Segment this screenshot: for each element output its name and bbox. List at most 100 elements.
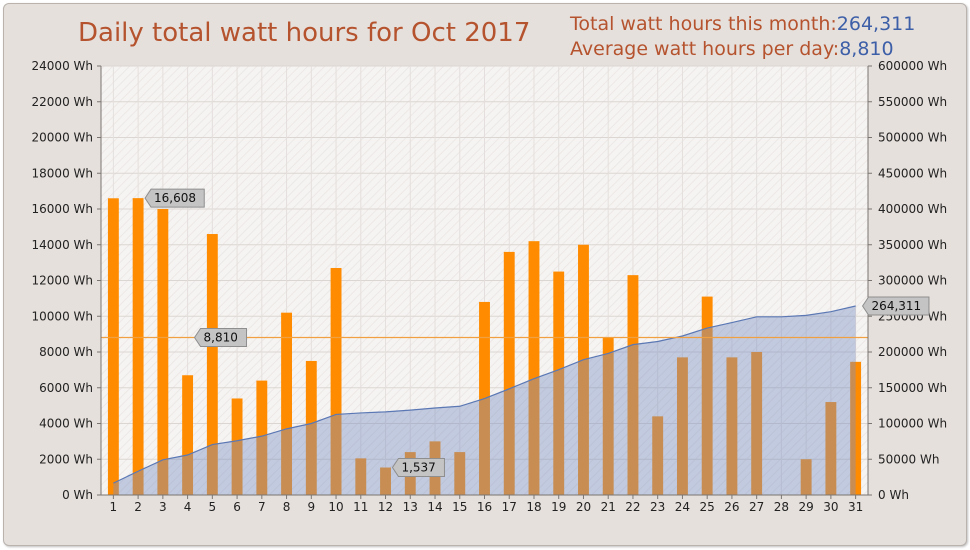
x-tick-label: 4 (184, 500, 192, 514)
stat-total-value: 264,311 (836, 13, 916, 35)
bar (256, 380, 268, 495)
bar (726, 357, 738, 495)
x-tick-label: 12 (378, 500, 393, 514)
y-left-tick-label: 6000 Wh (39, 381, 93, 395)
x-tick-label: 13 (403, 500, 418, 514)
y-left-tick-label: 20000 Wh (32, 131, 93, 145)
bar (132, 198, 144, 495)
x-tick-label: 5 (209, 500, 217, 514)
callout: 1,537 (391, 458, 445, 478)
callout-label: 264,311 (872, 299, 922, 313)
bar (800, 459, 812, 495)
y-left-tick-label: 2000 Wh (39, 452, 93, 466)
x-tick-label: 24 (675, 500, 690, 514)
x-tick-label: 31 (848, 500, 863, 514)
x-tick-label: 16 (477, 500, 492, 514)
y-right-tick-label: 200000 Wh (878, 345, 947, 359)
bar (157, 209, 169, 495)
y-right-tick-label: 600000 Wh (878, 59, 947, 73)
x-tick-label: 1 (110, 500, 118, 514)
y-right-tick-label: 150000 Wh (878, 381, 947, 395)
x-tick-label: 6 (233, 500, 241, 514)
bar (528, 241, 540, 495)
x-tick-label: 2 (134, 500, 142, 514)
chart-title: Daily total watt hours for Oct 2017 (78, 18, 531, 48)
x-tick-label: 29 (799, 500, 814, 514)
bar (107, 198, 119, 495)
x-tick-label: 17 (502, 500, 517, 514)
cumulative-area (113, 306, 856, 495)
bar (751, 352, 763, 495)
x-tick-label: 11 (353, 500, 368, 514)
callout: 264,311 (861, 296, 930, 316)
bar (380, 467, 391, 495)
stat-average-row: Average watt hours per day:8,810 (570, 37, 915, 62)
bar (231, 398, 243, 495)
callout-label: 1,537 (401, 461, 435, 475)
y-left-tick-label: 16000 Wh (32, 202, 93, 216)
bar (553, 271, 565, 495)
stat-average-label: Average watt hours per day: (570, 38, 840, 60)
bar (578, 244, 589, 495)
y-left-tick-label: 18000 Wh (32, 166, 93, 180)
callout-box (193, 328, 248, 348)
x-tick-label: 15 (452, 500, 467, 514)
bar (305, 360, 317, 495)
bar (355, 458, 367, 495)
y-left-tick-label: 24000 Wh (32, 59, 93, 73)
stat-average-value: 8,810 (839, 38, 894, 60)
x-tick-label: 8 (283, 500, 291, 514)
stats-panel: Total watt hours this month:264,311 Aver… (570, 12, 915, 62)
bar (676, 357, 688, 495)
y-right-tick-label: 100000 Wh (878, 417, 947, 431)
x-tick-label: 20 (576, 500, 591, 514)
y-right-tick-label: 350000 Wh (878, 238, 947, 252)
callout: 8,810 (193, 328, 248, 348)
bar (330, 267, 342, 495)
y-left-tick-label: 14000 Wh (32, 238, 93, 252)
bar (825, 402, 837, 495)
x-tick-label: 21 (601, 500, 616, 514)
y-left-tick-label: 8000 Wh (39, 345, 93, 359)
bar (182, 375, 194, 495)
callout-label: 16,608 (154, 191, 196, 205)
x-tick-label: 26 (724, 500, 739, 514)
x-tick-label: 28 (774, 500, 789, 514)
bar (850, 361, 862, 495)
x-tick-label: 14 (427, 500, 442, 514)
bar (281, 312, 293, 495)
x-tick-label: 27 (749, 500, 764, 514)
y-left-tick-label: 22000 Wh (32, 95, 93, 109)
y-right-tick-label: 500000 Wh (878, 131, 947, 145)
y-left-tick-label: 0 Wh (62, 488, 93, 502)
y-right-tick-label: 50000 Wh (878, 452, 939, 466)
cumulative-line (113, 305, 856, 484)
y-right-tick-label: 300000 Wh (878, 274, 947, 288)
bar (652, 416, 664, 495)
bar (206, 234, 218, 495)
callout-box (391, 458, 445, 478)
callout-label: 8,810 (204, 331, 238, 345)
bar (701, 296, 713, 495)
y-right-tick-label: 550000 Wh (878, 95, 947, 109)
y-right-tick-label: 400000 Wh (878, 202, 947, 216)
y-left-tick-label: 4000 Wh (39, 417, 93, 431)
y-left-tick-label: 10000 Wh (32, 309, 93, 323)
x-tick-label: 10 (328, 500, 343, 514)
y-right-tick-label: 0 Wh (878, 488, 909, 502)
y-left-tick-label: 12000 Wh (32, 274, 93, 288)
x-tick-label: 23 (650, 500, 665, 514)
x-tick-label: 30 (823, 500, 838, 514)
x-tick-label: 3 (159, 500, 167, 514)
stat-total-label: Total watt hours this month: (570, 13, 837, 35)
callout-box (144, 188, 205, 208)
x-tick-label: 9 (307, 500, 315, 514)
bar (602, 337, 614, 495)
x-tick-label: 22 (625, 500, 640, 514)
stat-total-row: Total watt hours this month:264,311 (570, 12, 915, 37)
x-tick-label: 25 (700, 500, 715, 514)
callout-box (861, 296, 930, 316)
bar (627, 275, 639, 495)
y-right-tick-label: 450000 Wh (878, 166, 947, 180)
